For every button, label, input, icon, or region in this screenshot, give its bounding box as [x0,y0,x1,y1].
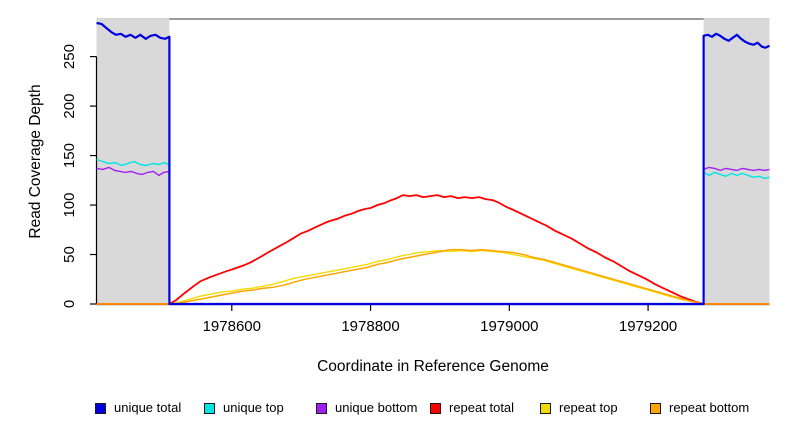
y-tick-label: 250 [61,44,78,69]
y-tick-label: 200 [61,94,78,119]
legend-label: repeat bottom [669,400,750,415]
legend-swatch-repeat-top [540,402,551,414]
legend-item-unique-bottom: unique bottom [316,401,417,415]
series-line-repeat-bottom [96,248,770,305]
series-line-repeat-total [96,194,770,305]
shaded-region [703,18,770,304]
x-axis-title: Coordinate in Reference Genome [317,358,549,375]
legend-label: repeat total [449,400,515,415]
coverage-plot: 1978600 1978800 1979000 1979200 0 50 100 150 200… [27,18,770,375]
legend-item-repeat-top: repeat top [540,401,618,415]
legend-label: unique top [223,400,284,415]
legend-label: repeat top [559,400,618,415]
series-lines [96,21,770,306]
chart-legend: unique total unique top unique bottom repea… [0,401,792,425]
y-axis-title: Read Coverage Depth [27,84,44,238]
series-line-unique-top [96,158,770,305]
shaded-regions [96,18,770,304]
legend-label: unique bottom [335,400,418,415]
y-tick-label: 100 [61,193,78,218]
x-tick-label: 1978600 [203,318,261,335]
y-tick-label: 0 [61,300,78,308]
x-tick-label: 1979000 [480,318,538,335]
legend-swatch-unique-top [204,402,215,414]
y-tick-label: 50 [61,246,78,263]
y-tick-label: 150 [61,143,78,168]
series-line-unique-total [96,21,770,306]
x-tick-label: 1978800 [341,318,399,335]
axes: 1978600 1978800 1979000 1979200 0 50 100 150 200… [61,44,770,335]
legend-label: unique total [114,400,182,415]
x-tick-label: 1979200 [619,318,677,335]
legend-item-repeat-bottom: repeat bottom [650,401,749,415]
legend-swatch-unique-total [95,402,106,414]
shaded-region [96,18,170,304]
legend-swatch-repeat-bottom [650,402,661,414]
series-line-repeat-top [96,249,770,305]
legend-item-unique-top: unique top [204,401,284,415]
legend-swatch-repeat-total [430,402,441,414]
legend-item-repeat-total: repeat total [430,401,514,415]
legend-swatch-unique-bottom [316,402,327,414]
legend-item-unique-total: unique total [95,401,181,415]
